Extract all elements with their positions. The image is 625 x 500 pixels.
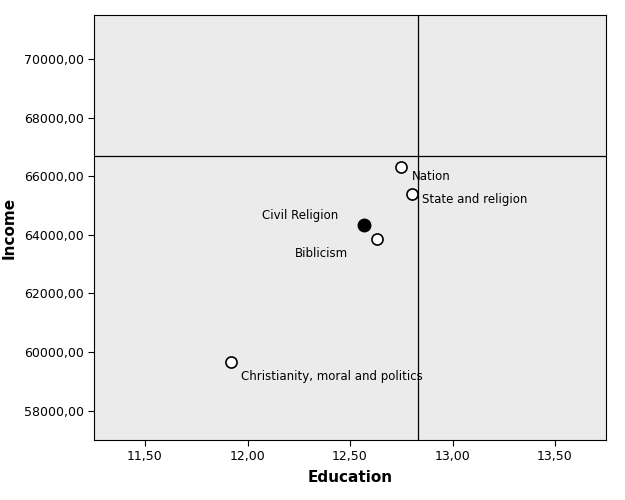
Text: State and religion: State and religion [422,193,527,206]
Text: Nation: Nation [411,170,450,182]
X-axis label: Education: Education [308,470,392,484]
Text: Civil Religion: Civil Religion [262,210,338,222]
Text: Biblicism: Biblicism [294,248,348,260]
Y-axis label: Income: Income [2,196,17,258]
Text: Christianity, moral and politics: Christianity, moral and politics [241,370,423,384]
